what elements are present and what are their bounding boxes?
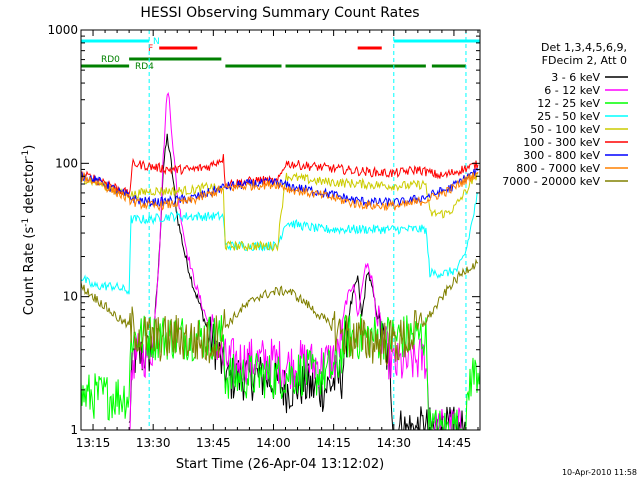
y-axis-label: Count Rate (s-1 detector-1) (21, 145, 37, 316)
x-tick-label-0: 13:15 (76, 436, 111, 450)
x-tick-label-2: 13:45 (196, 436, 231, 450)
y-tick-label-2: 100 (55, 156, 78, 170)
y-axis-label-end: ) (22, 145, 37, 150)
legend-label-6: 300 - 800 keV (523, 149, 600, 162)
series-line-7 (81, 171, 479, 212)
legend-label-8: 7000 - 20000 keV (502, 175, 600, 188)
series-line-3 (81, 192, 479, 295)
chart-title: HESSI Observing Summary Count Rates (140, 5, 419, 21)
plot-area (81, 30, 480, 430)
legend-header-1: FDecim 2, Att 0 (542, 54, 627, 67)
flag-label-f: F (148, 44, 153, 54)
flag-label-rd0: RD0 (101, 55, 120, 65)
observing-flags: NF RD0 RD4 (81, 37, 480, 72)
series-line-6 (81, 167, 479, 208)
legend: Det 1,3,4,5,6,9,FDecim 2, Att 0 3 - 6 keV… (502, 41, 628, 188)
series-line-0 (128, 133, 467, 430)
timestamp: 10-Apr-2010 11:58 (562, 468, 637, 477)
x-tick-label-6: 14:45 (437, 436, 472, 450)
legend-label-0: 3 - 6 keV (551, 71, 600, 84)
legend-label-3: 25 - 50 keV (537, 110, 600, 123)
x-tick-label-3: 14:00 (256, 436, 291, 450)
y-axis-label-mid: detector (22, 158, 37, 218)
x-axis: 13:15 13:30 13:45 14:00 14:15 14:30 14:45 (76, 30, 479, 450)
y-axis-label-sup2: -1 (21, 150, 31, 159)
series-group (81, 91, 480, 430)
series-line-8 (81, 258, 479, 367)
legend-label-4: 50 - 100 keV (530, 123, 600, 136)
series-line-5 (81, 154, 479, 198)
flag-label-n: N (153, 37, 160, 47)
legend-label-2: 12 - 25 keV (537, 97, 600, 110)
x-tick-label-4: 14:15 (316, 436, 351, 450)
y-axis-label-sup1: -1 (21, 218, 31, 227)
y-axis-label-main: Count Rate (s (22, 227, 37, 316)
y-tick-label-1: 10 (63, 290, 78, 304)
legend-label-5: 100 - 300 keV (523, 136, 600, 149)
series-line-4 (81, 171, 479, 252)
x-tick-label-5: 14:30 (376, 436, 411, 450)
legend-label-7: 800 - 7000 keV (516, 162, 600, 175)
legend-label-1: 6 - 12 keV (544, 84, 600, 97)
x-tick-label-1: 13:30 (136, 436, 171, 450)
legend-header-0: Det 1,3,4,5,6,9, (541, 41, 627, 54)
y-axis: 1 10 100 1000 (47, 23, 480, 437)
night-boundaries (148, 30, 467, 430)
y-tick-label-0: 1 (70, 423, 78, 437)
plot-frame (80, 29, 481, 431)
x-axis-label: Start Time (26-Apr-04 13:12:02) (176, 457, 384, 472)
y-tick-label-3: 1000 (47, 23, 78, 37)
flag-label-rd4: RD4 (135, 62, 154, 72)
